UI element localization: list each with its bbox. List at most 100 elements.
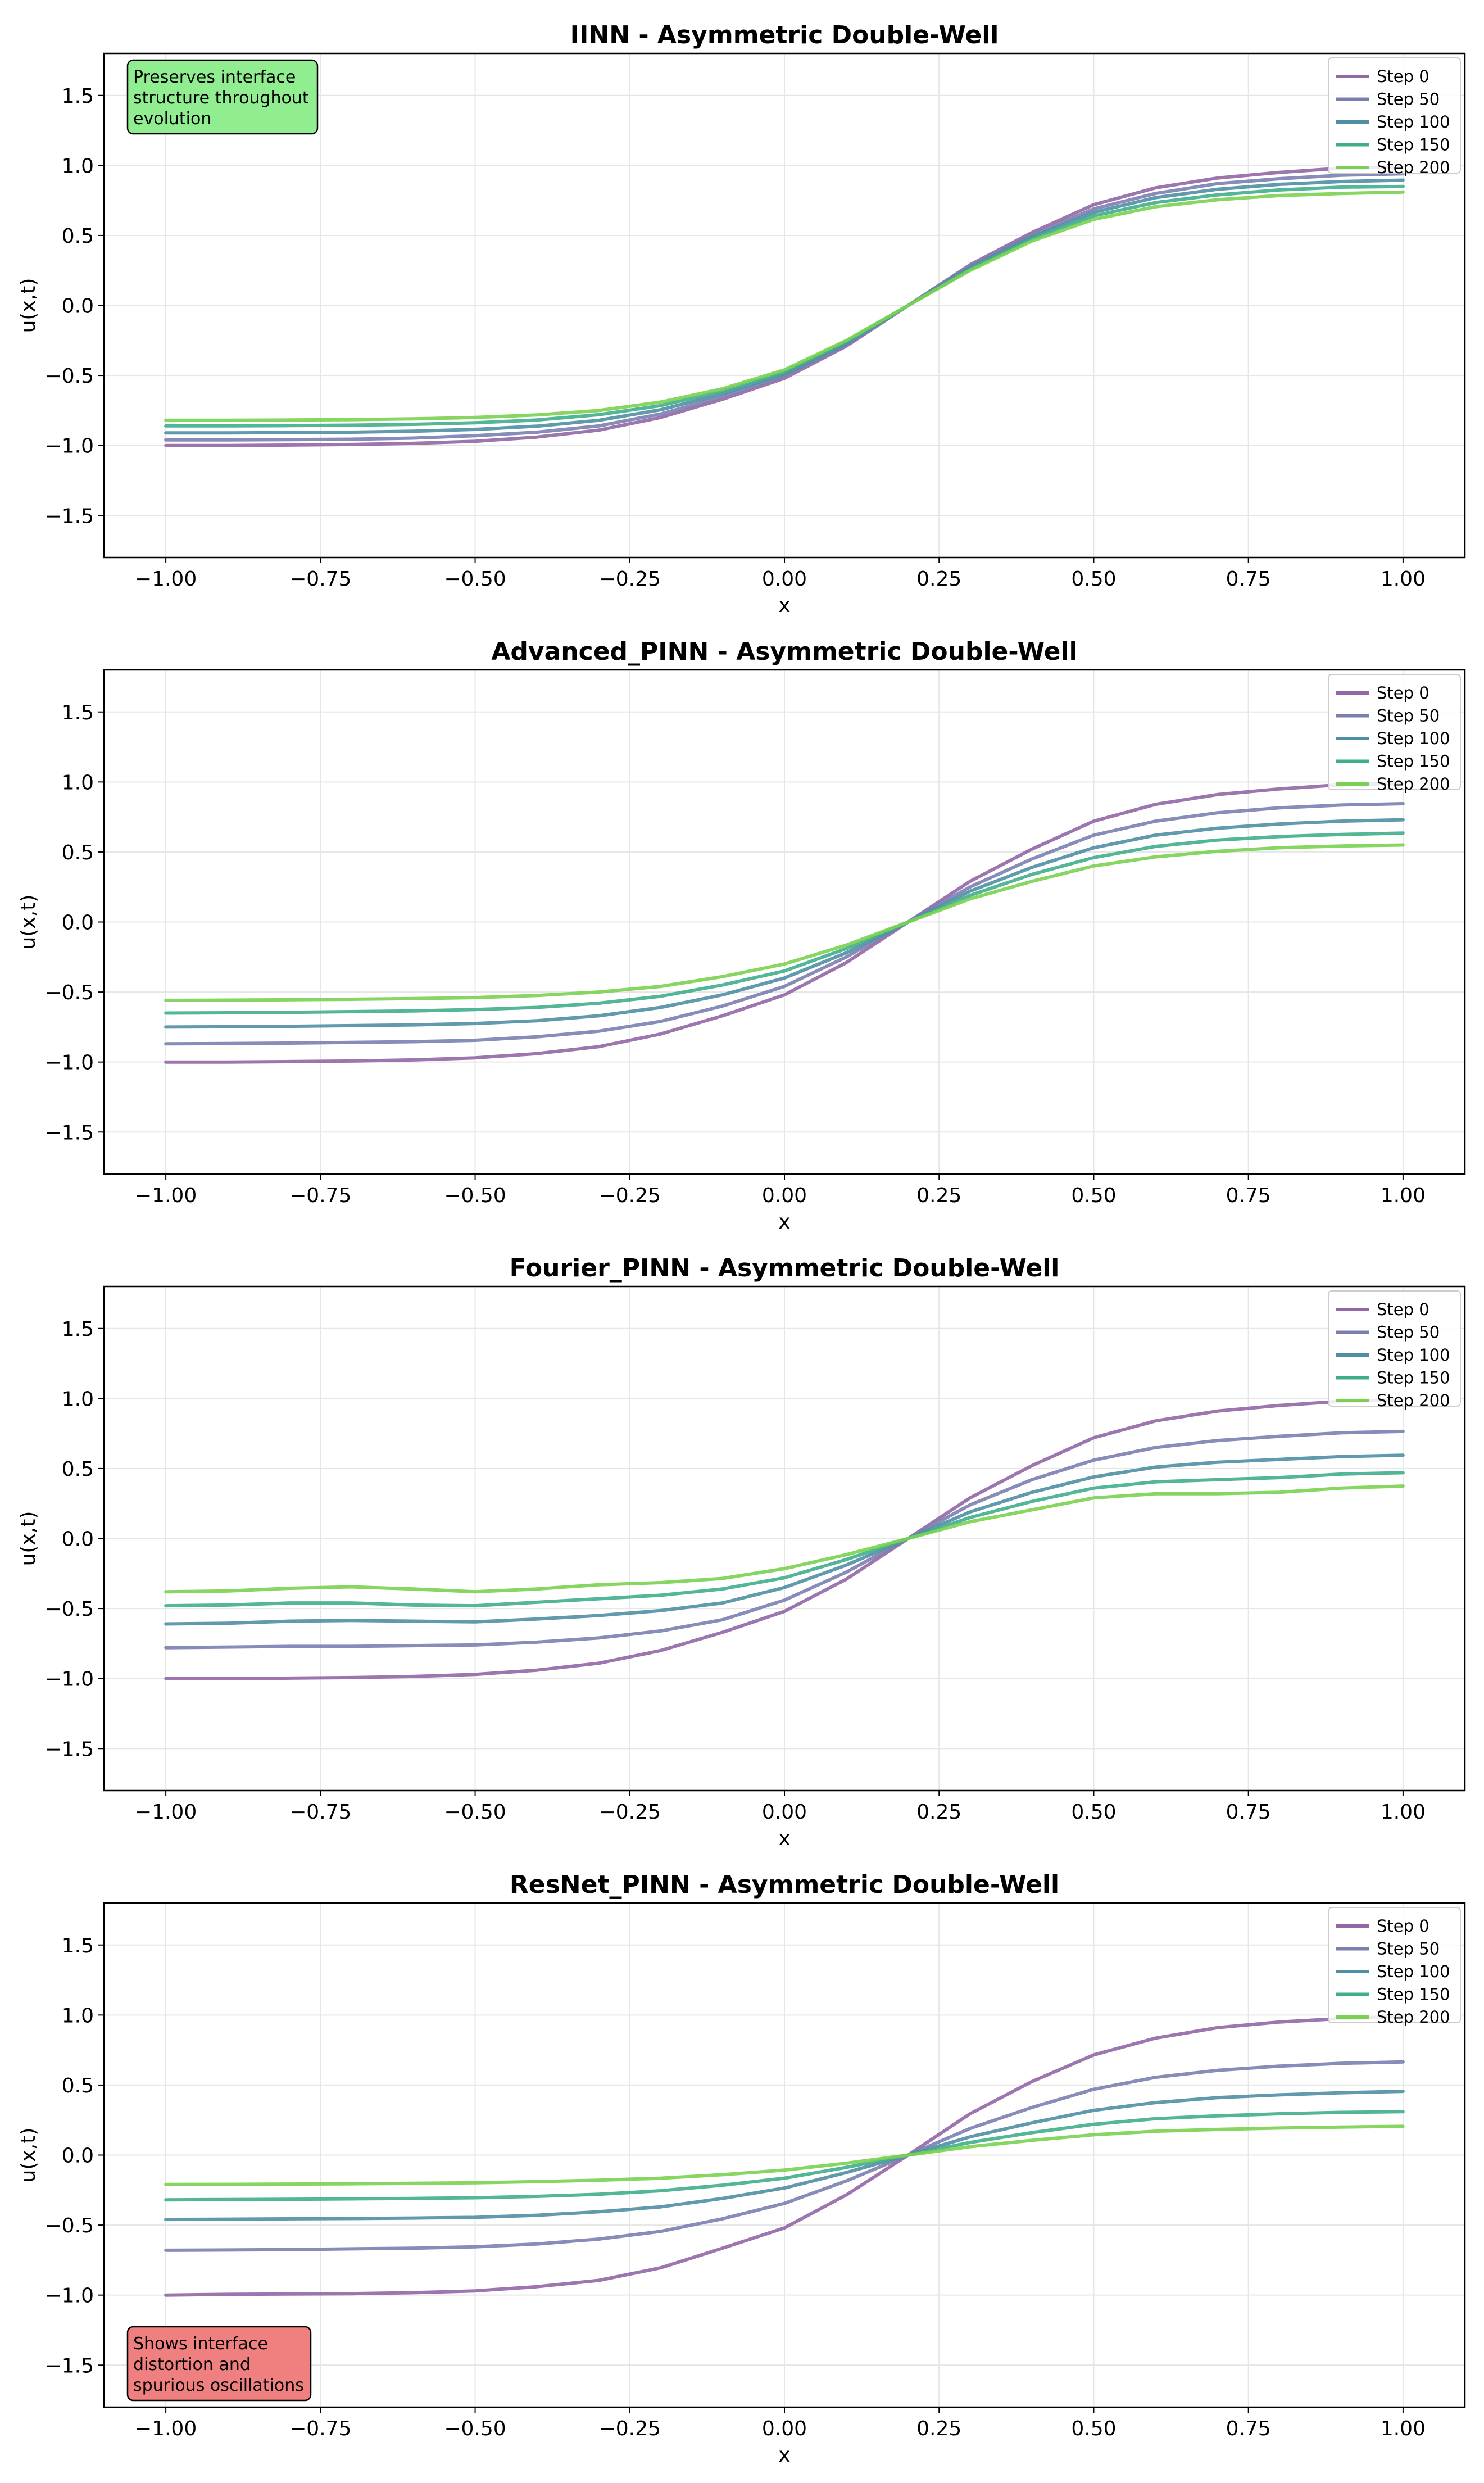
legend-entry: Step 50 — [1377, 90, 1440, 109]
series-line-0 — [164, 781, 1405, 1064]
x-tick-label: −1.00 — [135, 2417, 197, 2440]
series-line-0 — [164, 2014, 1405, 2297]
x-tick-label: −0.50 — [444, 1184, 506, 1207]
y-tick-label: 1.5 — [62, 1318, 94, 1341]
x-tick-label: −0.25 — [599, 568, 661, 591]
x-tick-label: 1.00 — [1381, 1184, 1426, 1207]
x-tick-label: −0.75 — [289, 568, 351, 591]
series-line-4 — [164, 1484, 1405, 1594]
x-tick-label: −0.50 — [444, 2417, 506, 2440]
y-tick-label: −0.5 — [45, 981, 94, 1004]
legend-entry: Step 0 — [1377, 67, 1429, 86]
x-tick-label: −0.25 — [599, 1184, 661, 1207]
x-tick-label: 0.25 — [916, 568, 961, 591]
y-tick-label: 0.0 — [62, 912, 94, 935]
series-line-1 — [164, 1429, 1405, 1650]
legend: Step 0 Step 50 Step 100 Step 150 Step 200 — [1328, 1907, 1461, 2027]
annotation-line: structure throughout — [133, 88, 309, 108]
y-tick-label: −1.5 — [45, 2354, 94, 2377]
x-tick-label: −0.25 — [599, 2417, 661, 2440]
y-tick-label: 0.5 — [62, 841, 94, 864]
y-tick-label: 1.0 — [62, 155, 94, 178]
y-tick-label: 1.5 — [62, 1934, 94, 1958]
x-tick-label: 0.00 — [762, 1801, 807, 1824]
chart-2: −1.00 −0.75 −0.50 −0.25 0.00 0.25 0.50 0.75 1.00… — [17, 1254, 1466, 1850]
chart-title: Advanced_PINN - Asymmetric Double-Well — [491, 637, 1077, 666]
y-tick-label: −1.5 — [45, 1121, 94, 1144]
series-line-2 — [164, 178, 1405, 435]
legend-entry: Step 200 — [1377, 1391, 1450, 1410]
chart-title: ResNet_PINN - Asymmetric Double-Well — [510, 1870, 1059, 1899]
series-line-1 — [164, 802, 1405, 1046]
chart-3: −1.00 −0.75 −0.50 −0.25 0.00 0.25 0.50 0.75 1.00… — [17, 1870, 1466, 2467]
annotation-line: spurious oscillations — [133, 2376, 304, 2395]
x-tick-label: 1.00 — [1381, 1801, 1426, 1824]
legend-entry: Step 200 — [1377, 2008, 1450, 2027]
legend-entry: Step 150 — [1377, 752, 1450, 771]
series-line-3 — [164, 831, 1405, 1015]
x-tick-label: −0.75 — [289, 1801, 351, 1824]
y-tick-label: −1.5 — [45, 1738, 94, 1761]
series-line-1 — [164, 2060, 1405, 2252]
series-line-4 — [164, 843, 1405, 1002]
y-tick-label: 0.0 — [62, 2145, 94, 2168]
legend-entry: Step 200 — [1377, 774, 1450, 794]
x-tick-label: 0.25 — [916, 1801, 961, 1824]
y-tick-label: 1.0 — [62, 2004, 94, 2027]
legend-entry: Step 100 — [1377, 112, 1450, 132]
y-tick-label: −1.0 — [45, 1668, 94, 1691]
legend-entry: Step 150 — [1377, 135, 1450, 155]
legend-entry: Step 100 — [1377, 1345, 1450, 1365]
x-tick-label: 0.50 — [1071, 2417, 1116, 2440]
x-axis-label: x — [778, 594, 790, 617]
x-tick-label: −1.00 — [135, 1801, 197, 1824]
y-tick-label: −1.0 — [45, 1052, 94, 1075]
y-tick-label: −1.0 — [45, 2285, 94, 2308]
x-tick-label: 1.00 — [1381, 568, 1426, 591]
annotation-line: Preserves interface — [133, 67, 296, 87]
x-axis-label: x — [778, 1211, 790, 1234]
legend-entry: Step 150 — [1377, 1369, 1450, 1388]
x-tick-label: −1.00 — [135, 1184, 197, 1207]
x-tick-label: 0.75 — [1226, 568, 1271, 591]
series-line-4 — [164, 2124, 1405, 2186]
x-axis-label: x — [778, 1827, 790, 1850]
x-axis-label: x — [778, 2444, 790, 2467]
chart-title: IINN - Asymmetric Double-Well — [570, 21, 999, 49]
legend-entry: Step 0 — [1377, 1916, 1429, 1936]
y-tick-label: 1.0 — [62, 771, 94, 794]
y-tick-label: −1.5 — [45, 505, 94, 528]
x-tick-label: 1.00 — [1381, 2417, 1426, 2440]
x-tick-label: 0.00 — [762, 568, 807, 591]
x-tick-label: 0.50 — [1071, 1184, 1116, 1207]
series-line-3 — [164, 184, 1405, 428]
y-tick-label: 1.0 — [62, 1388, 94, 1411]
x-tick-label: −1.00 — [135, 568, 197, 591]
legend-entry: Step 0 — [1377, 683, 1429, 703]
x-tick-label: −0.75 — [289, 2417, 351, 2440]
y-tick-label: 0.5 — [62, 1458, 94, 1481]
y-tick-label: −0.5 — [45, 2214, 94, 2237]
annotation-line: distortion and — [133, 2355, 251, 2375]
chart-0: −1.00 −0.75 −0.50 −0.25 0.00 0.25 0.50 0.75 1.00… — [17, 21, 1466, 617]
chart-1: −1.00 −0.75 −0.50 −0.25 0.00 0.25 0.50 0.75 1.00… — [17, 637, 1466, 1234]
x-tick-label: 0.75 — [1226, 2417, 1271, 2440]
x-tick-label: 0.25 — [916, 2417, 961, 2440]
annotation-box — [126, 59, 319, 135]
x-tick-label: −0.50 — [444, 1801, 506, 1824]
legend-entry: Step 50 — [1377, 706, 1440, 726]
series-line-2 — [164, 818, 1405, 1029]
x-tick-label: 0.25 — [916, 1184, 961, 1207]
series-line-0 — [164, 165, 1405, 447]
annotation-line: Shows interface — [133, 2334, 268, 2354]
series-line-3 — [164, 1471, 1405, 1608]
x-tick-label: 0.75 — [1226, 1801, 1271, 1824]
x-tick-label: 0.75 — [1226, 1184, 1271, 1207]
series-line-4 — [164, 190, 1405, 422]
x-tick-label: 0.00 — [762, 1184, 807, 1207]
x-tick-label: 0.50 — [1071, 1801, 1116, 1824]
y-tick-label: 1.5 — [62, 85, 94, 108]
x-tick-label: −0.25 — [599, 1801, 661, 1824]
series-line-1 — [164, 172, 1405, 442]
